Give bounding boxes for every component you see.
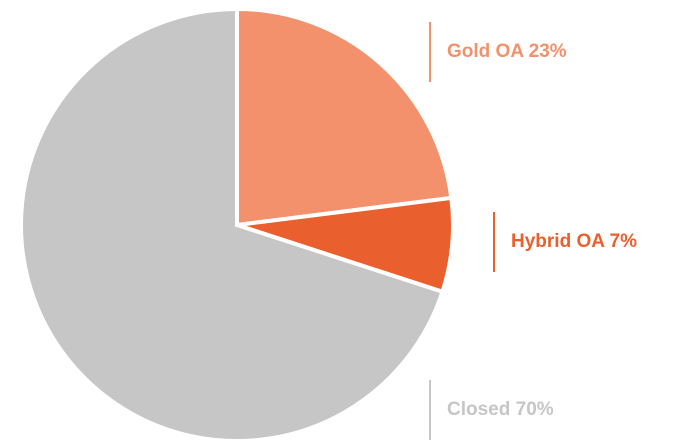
slice-label: Closed 70% bbox=[447, 399, 554, 420]
slice-label: Hybrid OA 7% bbox=[511, 231, 637, 252]
pie-slice bbox=[235, 6, 454, 228]
pie-slice bbox=[19, 6, 445, 442]
slice-label: Gold OA 23% bbox=[447, 41, 567, 62]
